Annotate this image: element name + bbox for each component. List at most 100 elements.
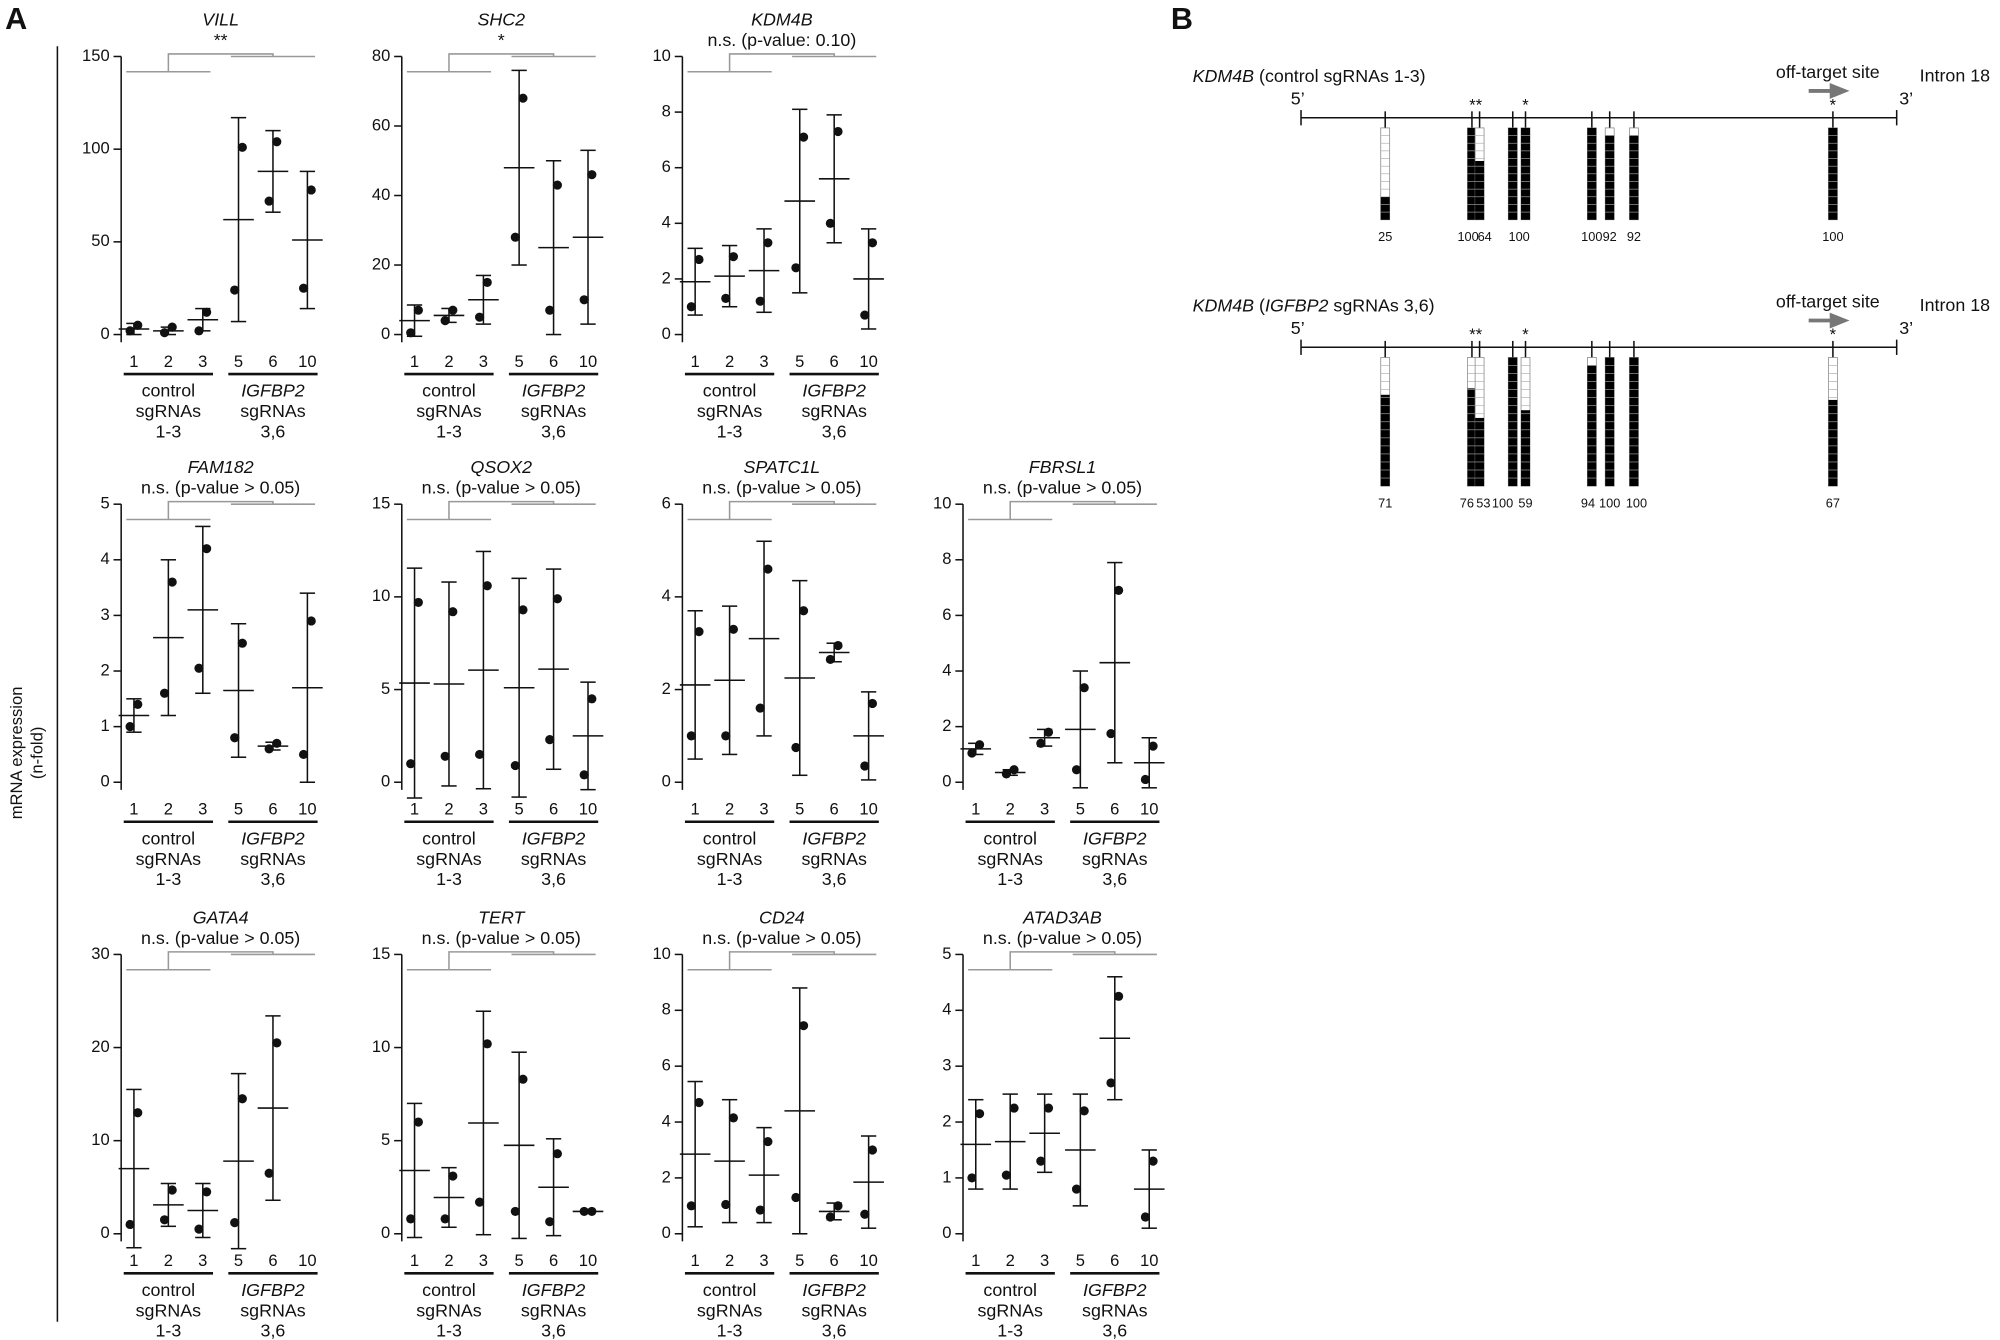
y-tick-label: 1 [942,1167,951,1186]
cpg-column [1828,357,1838,487]
data-point [552,180,562,190]
y-tick-label: 10 [372,1037,390,1056]
star: * [1522,96,1529,115]
group-label: sgRNAs [136,849,202,869]
star: * [1830,96,1837,115]
y-tick-label: 150 [82,46,110,65]
data-point [272,1038,282,1048]
data-point [579,770,589,780]
group-label: 1-3 [717,869,743,889]
x-tick-label: 10 [859,800,877,819]
chart-title: KDM4B [751,9,813,29]
group-label: 1-3 [997,869,1023,889]
data-point [860,761,870,771]
x-tick-label: 2 [164,1251,173,1270]
y-tick-label: 1 [100,716,109,735]
y-tick-label: 0 [662,1223,671,1242]
group-label: sgRNAs [977,849,1043,869]
data-point [686,302,696,312]
data-point [440,316,450,326]
data-point [860,1209,870,1219]
group-label: sgRNAs [801,401,867,421]
data-point [791,263,801,273]
data-point [518,605,528,615]
data-point [194,1224,204,1234]
data-point [167,1185,177,1195]
data-point [587,170,597,180]
group-label: 1-3 [155,421,181,441]
cpg-column [1380,357,1391,487]
data-point [1140,774,1150,785]
y-tick-label: 15 [372,944,390,963]
data-point [159,688,170,698]
x-tick-label: 3 [479,1251,488,1270]
y-tick-label: 0 [100,1223,109,1242]
y-tick-label: 4 [100,549,109,568]
group-label: sgRNAs [416,1300,482,1320]
x-tick-label: 6 [549,352,558,371]
group-label: sgRNAs [521,401,587,421]
data-point [545,735,555,745]
five-prime: 5’ [1291,318,1305,338]
column-fill [1380,196,1390,220]
percentage-label: 100 [1508,229,1529,244]
data-point [230,1218,240,1228]
data-point [133,699,143,709]
data-point [264,196,274,206]
data-point [1140,1212,1150,1222]
data-point [686,731,696,741]
y-tick-label: 0 [100,324,109,343]
data-point [1148,741,1158,751]
data-point [728,252,739,262]
significance-label: n.s. (p-value > 0.05) [702,928,861,948]
column-fill [1828,399,1838,487]
chart-title: FAM182 [188,457,254,477]
significance-bracket [968,500,1157,521]
group-label: 1-3 [436,421,462,441]
data-point [967,748,977,758]
group-label: sgRNAs [416,401,482,421]
group-label: 1-3 [997,1321,1023,1340]
data-point [721,1199,731,1210]
column-fill [1475,160,1485,220]
group-label: control [142,828,196,848]
percentage-label: 100 [1492,495,1513,510]
data-point [272,137,282,147]
data-point [167,577,177,587]
x-tick-label: 6 [549,1251,558,1270]
y-tick-label: 0 [381,1223,390,1242]
y-axis-label: (n-fold) [28,727,47,780]
group-label: IGFBP2 [522,828,586,848]
cpg-column [1474,357,1485,487]
star: ** [1469,325,1482,344]
y-tick-label: 2 [942,716,951,735]
y-tick-label: 40 [372,185,390,204]
x-tick-label: 2 [1006,800,1015,819]
group-label: 3,6 [261,421,286,441]
data-point [406,328,416,338]
significance-bracket [406,951,596,971]
data-point [587,1206,597,1217]
track-title-part: (control sgRNAs 1-3) [1254,66,1426,86]
group-label: sgRNAs [801,1300,867,1320]
data-point [763,1137,773,1147]
significance-bracket [968,951,1157,971]
x-tick-label: 2 [444,1251,453,1270]
group-label: control [983,1280,1037,1300]
y-tick-label: 6 [662,157,671,176]
cpg-column [1828,127,1838,221]
significance-bracket [406,500,596,521]
x-tick-label: 6 [830,1251,839,1270]
x-tick-label: 3 [479,800,488,819]
chart-title: GATA4 [193,907,249,927]
group-label: sgRNAs [240,401,306,421]
x-tick-label: 5 [515,1251,524,1270]
y-tick-label: 2 [100,660,109,679]
three-prime: 3’ [1899,318,1913,338]
group-label: sgRNAs [136,401,202,421]
data-point [413,597,423,608]
percentage-label: 59 [1518,495,1532,510]
three-prime: 3’ [1899,89,1913,109]
y-tick-label: 0 [381,324,390,343]
data-point [1043,1103,1054,1113]
